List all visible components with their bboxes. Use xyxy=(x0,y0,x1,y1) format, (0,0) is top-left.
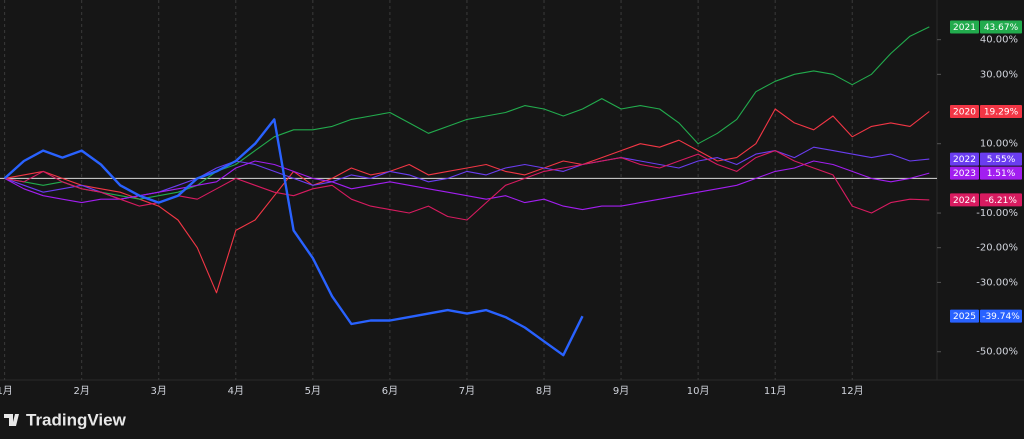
legend-label: 2020 xyxy=(953,107,976,117)
badge-value-box xyxy=(980,166,1022,180)
series-badge: 2025 -39.74% xyxy=(950,309,1022,323)
x-tick-label: 1月 xyxy=(0,385,13,397)
x-tick-label: 12月 xyxy=(841,385,864,397)
logo-icon xyxy=(4,414,19,426)
badge-name-box xyxy=(950,152,979,166)
badge-name-box xyxy=(950,20,979,34)
badge-value-box xyxy=(980,152,1022,166)
series-badge: 2024 -6.21% xyxy=(950,193,1022,207)
badge-value-box xyxy=(980,193,1022,207)
badge-value-box xyxy=(980,104,1022,118)
y-tick-label: -10.00% xyxy=(976,208,1018,219)
badge-name-box xyxy=(950,104,979,118)
brand-name: TradingView xyxy=(26,410,127,429)
x-tick-label: 10月 xyxy=(687,385,710,397)
y-tick-label: 40.00% xyxy=(980,35,1018,46)
x-tick-label: 7月 xyxy=(459,385,475,397)
badge-value: 5.55% xyxy=(987,155,1016,165)
y-tick-label: 30.00% xyxy=(980,69,1018,80)
y-tick-label: 10.00% xyxy=(980,139,1018,150)
legend-label: 2022 xyxy=(953,155,976,165)
x-tick-label: 8月 xyxy=(536,385,552,397)
brand-logo: TradingView xyxy=(4,410,127,429)
x-tick-label: 11月 xyxy=(764,385,787,397)
badge-value: 43.67% xyxy=(984,23,1019,33)
series-badge: 2020 19.29% xyxy=(950,104,1022,118)
badge-name-box xyxy=(950,193,979,207)
series-line xyxy=(3,118,584,357)
series-badge: 2022 5.55% xyxy=(950,152,1022,166)
badge-value-box xyxy=(980,20,1022,34)
badge-name-box xyxy=(950,166,979,180)
series-line xyxy=(4,108,930,294)
y-tick-label: -50.00% xyxy=(976,347,1018,358)
y-tick-label: -30.00% xyxy=(976,277,1018,288)
legend-label: 2021 xyxy=(953,23,976,33)
series-line xyxy=(4,26,930,200)
x-tick-label: 2月 xyxy=(73,385,89,397)
badge-value: -6.21% xyxy=(985,196,1017,206)
legend-label: 2023 xyxy=(953,169,976,179)
legend-label: 2025 xyxy=(953,312,976,322)
legend-label: 2024 xyxy=(953,196,976,206)
series-line xyxy=(4,160,930,211)
badge-value-box xyxy=(980,309,1022,323)
series-badge: 2021 43.67% xyxy=(950,20,1022,34)
x-tick-label: 3月 xyxy=(151,385,167,397)
x-tick-label: 6月 xyxy=(382,385,398,397)
y-tick-label: -20.00% xyxy=(976,243,1018,254)
badge-value: 1.51% xyxy=(987,169,1016,179)
series-badge: 2023 1.51% xyxy=(950,166,1022,180)
badge-value: -39.74% xyxy=(982,312,1020,322)
badge-value: 19.29% xyxy=(984,107,1019,117)
x-tick-label: 9月 xyxy=(613,385,629,397)
badge-name-box xyxy=(950,309,979,323)
x-tick-label: 5月 xyxy=(305,385,321,397)
x-tick-label: 4月 xyxy=(228,385,244,397)
